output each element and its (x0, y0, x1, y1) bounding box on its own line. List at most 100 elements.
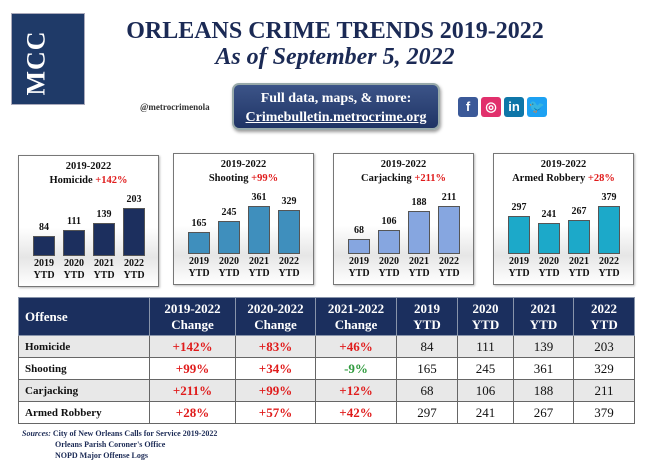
ytd-cell: 379 (573, 401, 635, 424)
logo-text: MCC (21, 30, 51, 96)
chart-offense: Carjacking (360, 173, 412, 184)
bar-category-label: 2022 YTD (598, 256, 620, 279)
bar-category-label: 2020 YTD (538, 256, 560, 279)
page-title: ORLEANS CRIME TRENDS 2019-2022 (126, 18, 544, 44)
header-row: Offense 2019-2022 Change 2020-2022 Change 202… (18, 297, 635, 336)
table-row: Shooting +99% +34% -9% 165 245 361 329 (18, 357, 635, 380)
chart-offense: Armed Robbery (512, 173, 586, 184)
bar (123, 208, 145, 256)
chart-period: 2019-2022 (220, 159, 267, 170)
facebook-icon[interactable]: f (458, 97, 478, 117)
offense-cell: Armed Robbery (18, 401, 150, 424)
bar-category-label: 2019 YTD (348, 256, 370, 279)
column-header: 2019 YTD (396, 297, 458, 336)
social-handle: @metrocrimenola (140, 102, 210, 112)
mcc-logo: MCC (11, 13, 85, 105)
ytd-cell: 188 (513, 379, 574, 402)
linkedin-icon[interactable]: in (504, 97, 524, 117)
bar-value-label: 68 (354, 224, 364, 236)
chart-offense: Homicide (49, 175, 93, 186)
chart-title: 2019-2022 Armed Robbery +28% (494, 158, 633, 186)
chart-heading: Homicide +142% (19, 174, 158, 188)
ytd-cell: 267 (513, 401, 574, 424)
chart-title: 2019-2022 Homicide +142% (19, 160, 158, 188)
bar (93, 223, 115, 256)
instagram-icon[interactable]: ◎ (481, 97, 501, 117)
table-row: Carjacking +211% +99% +12% 68 106 188 211 (18, 379, 635, 402)
bar-value-label: 361 (251, 192, 267, 203)
homicide-chart: 2019-2022 Homicide +142% 84 2019 YTD 111 2020 Y… (18, 155, 159, 287)
ytd-cell: 297 (396, 401, 458, 424)
bar (538, 223, 560, 254)
ytd-cell: 165 (396, 357, 458, 380)
bar-value-label: 329 (281, 196, 297, 208)
bar-category-label: 2021 YTD (408, 256, 430, 279)
bar (248, 206, 270, 254)
ytd-cell: 329 (573, 357, 635, 380)
change-cell: +12% (315, 379, 397, 402)
crime-table: Offense 2019-2022 Change 2020-2022 Change 202… (18, 297, 635, 424)
change-cell: +57% (235, 401, 316, 424)
change-cell: +99% (235, 379, 316, 402)
bar-category-label: 2020 YTD (378, 256, 400, 279)
chart-period: 2019-2022 (380, 159, 427, 170)
bar-category-label: 2019 YTD (508, 256, 530, 279)
bar (63, 229, 85, 256)
source-item: NOPD Major Offense Logs (55, 451, 148, 460)
bar (33, 236, 55, 256)
ytd-cell: 241 (457, 401, 514, 424)
ytd-cell: 106 (457, 379, 514, 402)
column-header: 2020 YTD (457, 297, 514, 336)
twitter-icon[interactable]: 🐦 (527, 97, 547, 117)
chart-period: 2019-2022 (65, 161, 112, 172)
cta-text: Full data, maps, & more: (260, 91, 412, 106)
offense-cell: Homicide (18, 335, 150, 358)
bar-value-label: 245 (221, 207, 237, 219)
table-body: Homicide +142% +83% +46% 84 111 139 203 Shooting… (18, 335, 635, 424)
bar-category-label: 2021 YTD (248, 256, 270, 279)
bar-value-label: 188 (411, 197, 427, 209)
shooting-chart: 2019-2022 Shooting +99% 165 2019 YTD 245 2020 Y… (173, 153, 314, 285)
bar-value-label: 211 (441, 192, 457, 203)
change-cell: +34% (235, 357, 316, 380)
cta-link[interactable]: Crimebulletin.metrocrime.org (245, 110, 427, 125)
bar (218, 221, 240, 254)
page-subtitle: As of September 5, 2022 (215, 44, 455, 70)
column-header: 2021 YTD (513, 297, 574, 336)
bar-category-label: 2022 YTD (278, 256, 300, 279)
bar-category-label: 2022 YTD (123, 258, 145, 281)
sources-label: Sources: (22, 429, 51, 438)
chart-heading: Carjacking +211% (334, 172, 473, 186)
bar (188, 232, 210, 254)
bar (568, 220, 590, 254)
bar-value-label: 106 (381, 215, 397, 227)
ytd-cell: 68 (396, 379, 458, 402)
bar (408, 211, 430, 254)
bar-value-label: 165 (191, 218, 207, 230)
bar-category-label: 2021 YTD (93, 258, 115, 281)
bar-value-label: 203 (126, 194, 142, 205)
offense-cell: Carjacking (18, 379, 150, 402)
chart-title: 2019-2022 Shooting +99% (174, 158, 313, 186)
crimebulletin-link-button[interactable]: Full data, maps, & more: Crimebulletin.m… (232, 83, 440, 130)
column-header: 2022 YTD (573, 297, 635, 336)
bar (598, 206, 620, 254)
bar (508, 216, 530, 254)
bar-category-label: 2021 YTD (568, 256, 590, 279)
armed-robbery-chart: 2019-2022 Armed Robbery +28% 297 2019 YTD 241… (493, 153, 634, 285)
change-cell: +42% (315, 401, 397, 424)
bar-category-label: 2020 YTD (63, 258, 85, 281)
ytd-cell: 361 (513, 357, 574, 380)
source-item: Orleans Parish Coroner's Office (55, 440, 166, 449)
change-cell: +99% (149, 357, 236, 380)
bar-category-label: 2019 YTD (33, 258, 55, 281)
change-cell: +142% (149, 335, 236, 358)
ytd-cell: 211 (573, 379, 635, 402)
source-item: City of New Orleans Calls for Service 20… (52, 429, 218, 438)
offense-cell: Shooting (18, 357, 150, 380)
chart-change: +211% (414, 173, 447, 184)
change-cell: +28% (149, 401, 236, 424)
chart-period: 2019-2022 (540, 159, 587, 170)
change-cell: +211% (149, 379, 236, 402)
chart-change: +99% (251, 173, 279, 184)
